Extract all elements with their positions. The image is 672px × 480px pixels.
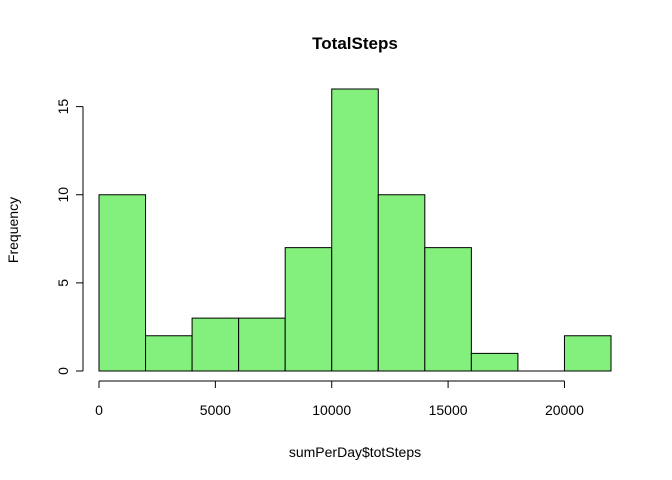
y-tick-label-2: 10 <box>55 187 71 203</box>
histogram-bar-2 <box>191 317 240 372</box>
x-axis-label: sumPerDay$totSteps <box>289 444 421 460</box>
y-axis: 0 5 10 15 <box>55 99 84 375</box>
histogram-bar-0 <box>98 194 147 372</box>
x-tick-label-2: 10000 <box>312 402 351 418</box>
y-tick-label-1: 5 <box>55 279 71 287</box>
histogram-bar-8 <box>470 352 519 372</box>
chart-title: TotalSteps <box>312 34 398 53</box>
x-axis: 0 5000 10000 15000 20000 <box>95 380 584 418</box>
bars-group <box>98 88 612 372</box>
histogram-bar-5 <box>331 88 379 372</box>
x-tick-label-1: 5000 <box>200 402 231 418</box>
y-axis-label: Frequency <box>5 197 21 263</box>
histogram-bar-3 <box>238 317 286 372</box>
histogram-bar-4 <box>284 247 333 372</box>
histogram-bar-10 <box>563 335 612 372</box>
x-tick-label-4: 20000 <box>545 402 584 418</box>
histogram-bar-6 <box>377 194 426 372</box>
y-tick-label-0: 0 <box>55 367 71 375</box>
y-tick-label-3: 15 <box>55 99 71 115</box>
x-tick-label-0: 0 <box>95 402 103 418</box>
histogram-bar-7 <box>424 247 472 372</box>
histogram-bar-1 <box>145 335 193 372</box>
x-tick-label-3: 15000 <box>429 402 468 418</box>
